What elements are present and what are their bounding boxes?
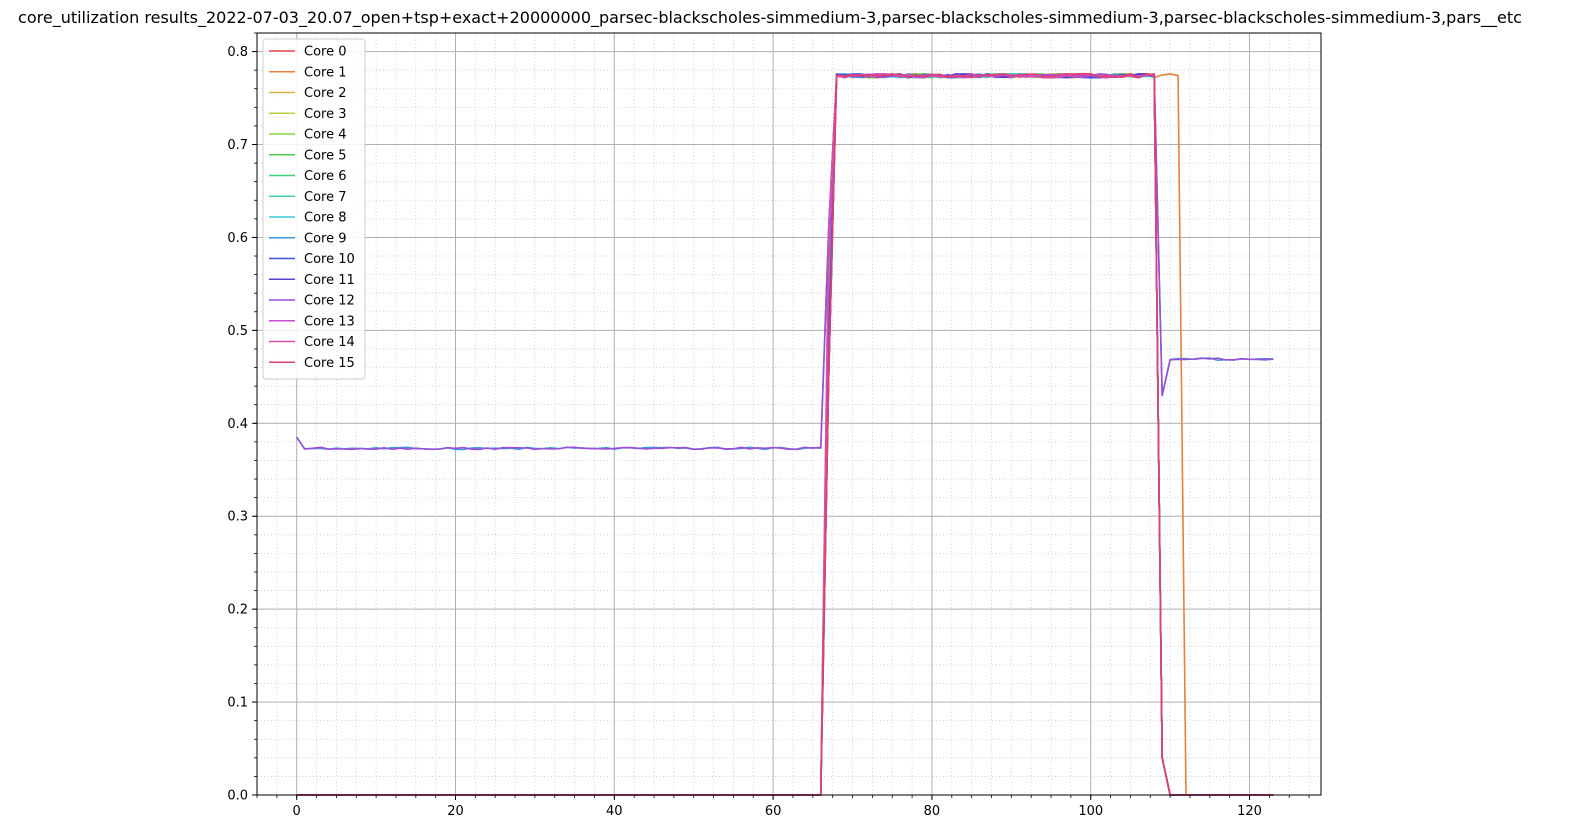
x-tick-label: 100 bbox=[1078, 804, 1103, 819]
axes: 0 20 40 60 80 100 120 0.0 0.1 0.2 0.3 0.4 0.5 0.6 0.7 0… bbox=[227, 32, 1322, 819]
x-tick-label: 20 bbox=[447, 804, 464, 819]
legend-label: Core 12 bbox=[304, 294, 355, 309]
series-line-core-4 bbox=[296, 73, 1274, 796]
series-line-core-12 bbox=[296, 73, 1274, 451]
legend-label: Core 13 bbox=[304, 314, 355, 329]
legend-box bbox=[262, 38, 366, 380]
legend-label: Core 7 bbox=[304, 190, 347, 205]
minor-grid bbox=[256, 32, 1321, 796]
legend-label: Core 10 bbox=[304, 252, 355, 267]
y-tick-label: 0.3 bbox=[227, 510, 248, 525]
chart-title: core_utilization results_2022-07-03_20.0… bbox=[18, 8, 1522, 28]
series-line-core-9 bbox=[296, 73, 1274, 451]
major-grid bbox=[257, 33, 1321, 796]
legend-label: Core 11 bbox=[304, 273, 355, 288]
y-tick-label: 0.5 bbox=[227, 324, 248, 339]
x-tick-label: 60 bbox=[765, 804, 782, 819]
y-tick-label: 0.1 bbox=[227, 696, 248, 711]
series-line-core-14 bbox=[296, 73, 1274, 796]
y-tick-label: 0.6 bbox=[227, 231, 248, 246]
y-tick-label: 0.4 bbox=[227, 417, 248, 432]
legend: Core 0 Core 1 Core 2 Core 3 Core 4 Core 5 Core… bbox=[262, 38, 366, 380]
y-tick-label: 0.0 bbox=[227, 789, 248, 804]
legend-label: Core 4 bbox=[304, 128, 347, 143]
legend-label: Core 2 bbox=[304, 86, 347, 101]
x-tick-label: 40 bbox=[606, 804, 623, 819]
x-tick-label: 0 bbox=[293, 804, 301, 819]
legend-label: Core 9 bbox=[304, 231, 347, 246]
legend-label: Core 0 bbox=[304, 45, 347, 60]
legend-label: Core 8 bbox=[304, 211, 347, 226]
plot-frame bbox=[256, 32, 1322, 796]
y-tick-label: 0.2 bbox=[227, 603, 248, 618]
legend-label: Core 14 bbox=[304, 335, 355, 350]
y-tick-label: 0.7 bbox=[227, 138, 248, 153]
legend-label: Core 5 bbox=[304, 148, 347, 163]
legend-label: Core 1 bbox=[304, 65, 347, 80]
x-tick-label: 80 bbox=[924, 804, 941, 819]
legend-label: Core 3 bbox=[304, 107, 347, 122]
series-line-core-0 bbox=[296, 73, 1274, 796]
legend-label: Core 15 bbox=[304, 356, 355, 371]
y-tick-label: 0.8 bbox=[227, 45, 248, 60]
x-tick-label: 120 bbox=[1237, 804, 1262, 819]
legend-label: Core 6 bbox=[304, 169, 347, 184]
